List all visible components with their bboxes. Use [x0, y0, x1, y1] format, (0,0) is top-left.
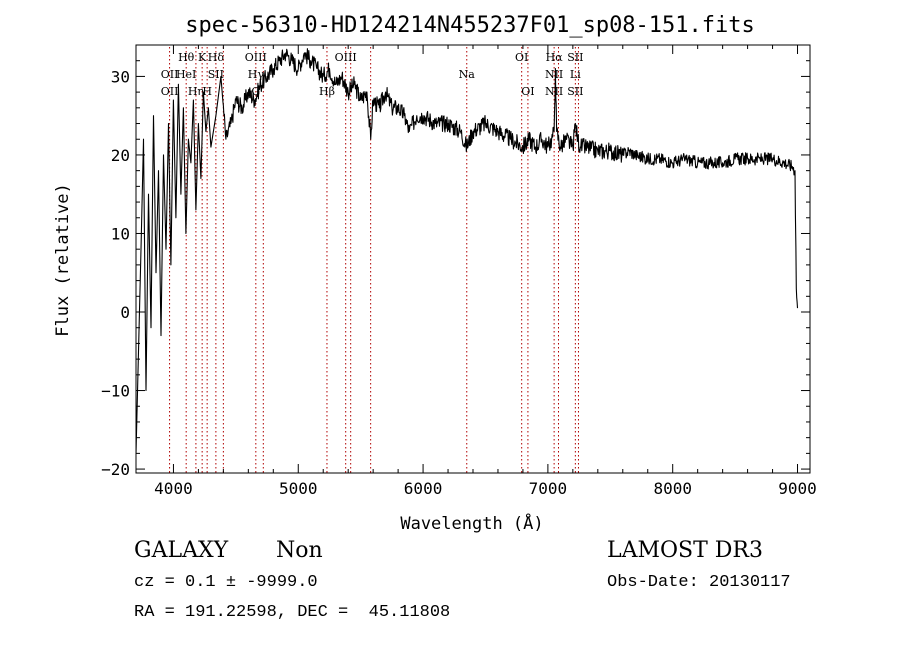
x-tick-label: 9000	[778, 479, 817, 498]
redshift-line: cz = 0.1 ± -9999.0	[134, 573, 318, 592]
line-marker-label: K	[198, 51, 207, 64]
x-axis-label: Wavelength (Å)	[400, 512, 543, 534]
object-class: GALAXY	[134, 538, 229, 563]
y-axis-label: Flux (relative)	[53, 183, 73, 337]
line-marker-label: OI	[521, 85, 534, 98]
chart-title: spec-56310-HD124214N455237F01_sp08-151.f…	[185, 13, 755, 38]
line-marker-label: HeI	[176, 68, 196, 81]
x-tick-label: 6000	[404, 479, 443, 498]
line-marker-label: Hγ	[248, 68, 265, 81]
x-tick-label: 8000	[653, 479, 692, 498]
x-tick-label: 5000	[279, 479, 318, 498]
obs-date: Obs-Date: 20130117	[607, 573, 791, 592]
line-marker-label: Na	[459, 68, 476, 81]
spectrum-line	[136, 48, 799, 454]
y-tick-label: 20	[111, 146, 130, 165]
line-marker-label: OII	[161, 85, 179, 98]
line-marker-label: Hα	[546, 51, 564, 64]
line-marker-label: SII	[208, 68, 224, 81]
line-marker-label: NII	[545, 85, 563, 98]
spectrum-series	[136, 48, 799, 454]
line-marker-label: OI	[515, 51, 528, 64]
line-marker-label: SII	[567, 85, 583, 98]
line-marker-label: NII	[545, 68, 563, 81]
line-marker-label: SII	[567, 51, 583, 64]
line-marker-label: G	[251, 85, 260, 98]
line-marker-label: Hη	[188, 85, 204, 98]
line-marker-label: Hδ	[208, 51, 225, 64]
line-marker-label: Li	[570, 68, 581, 81]
object-subclass: Non	[276, 538, 323, 563]
y-tick-label: −20	[101, 460, 130, 479]
line-marker-label: H	[202, 85, 212, 98]
y-tick-label: 0	[120, 303, 130, 322]
x-tick-label: 7000	[529, 479, 568, 498]
axes: 4000 5000 6000 7000 8000 9000 −20 −10 0 10 20 30	[101, 45, 817, 498]
coordinates-line: RA = 191.22598, DEC = 45.11808	[134, 603, 451, 622]
y-tick-label: −10	[101, 382, 130, 401]
survey-name: LAMOST DR3	[607, 538, 763, 563]
line-marker-label: OII	[161, 68, 179, 81]
x-tick-label: 4000	[154, 479, 193, 498]
y-tick-label: 30	[111, 67, 130, 86]
y-tick-label: 10	[111, 224, 130, 243]
spectral-line-labels: OII OII Hθ HeI Hη K H Hδ SII OIII Hγ G Hβ OIII Na OI OI H…	[161, 51, 584, 98]
spectral-line-markers	[169, 47, 579, 473]
line-marker-label: Hβ	[319, 85, 335, 98]
line-marker-label: OIII	[245, 51, 267, 64]
line-marker-label: OIII	[335, 51, 357, 64]
spectrum-chart: spec-56310-HD124214N455237F01_sp08-151.f…	[53, 13, 817, 534]
line-marker-label: Hθ	[178, 51, 195, 64]
plot-frame	[135, 44, 811, 474]
